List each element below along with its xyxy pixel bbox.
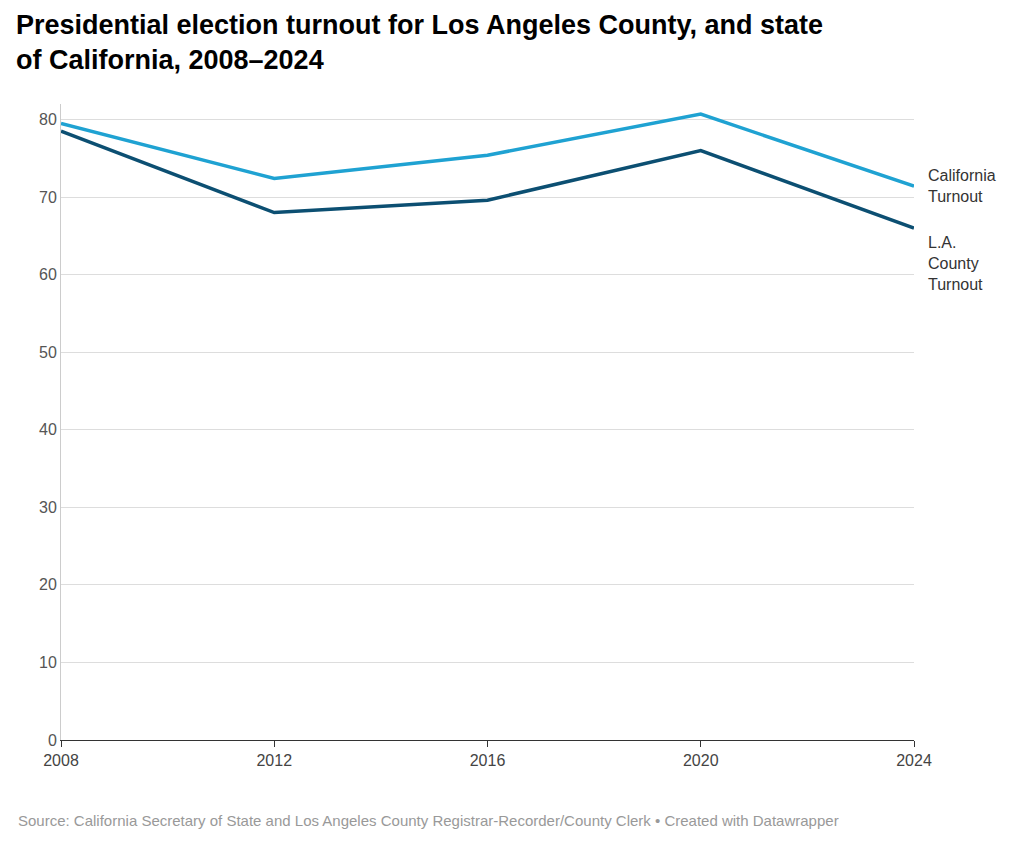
- svg-text:2024: 2024: [896, 752, 932, 769]
- svg-text:CaliforniaTurnout: CaliforniaTurnout: [928, 167, 996, 205]
- svg-text:60: 60: [39, 266, 57, 283]
- svg-text:20: 20: [39, 576, 57, 593]
- svg-text:Source: California Secretary o: Source: California Secretary of State an…: [18, 812, 839, 829]
- svg-text:10: 10: [39, 654, 57, 671]
- svg-text:40: 40: [39, 421, 57, 438]
- svg-text:L.A.CountyTurnout: L.A.CountyTurnout: [928, 234, 983, 293]
- svg-text:50: 50: [39, 344, 57, 361]
- svg-text:30: 30: [39, 499, 57, 516]
- svg-text:70: 70: [39, 189, 57, 206]
- svg-text:2020: 2020: [683, 752, 719, 769]
- svg-text:80: 80: [39, 111, 57, 128]
- svg-text:2008: 2008: [43, 752, 79, 769]
- svg-text:2016: 2016: [470, 752, 506, 769]
- svg-text:2012: 2012: [256, 752, 292, 769]
- svg-text:0: 0: [48, 732, 57, 749]
- svg-text:Presidential election turnout: Presidential election turnout for Los An…: [16, 10, 823, 75]
